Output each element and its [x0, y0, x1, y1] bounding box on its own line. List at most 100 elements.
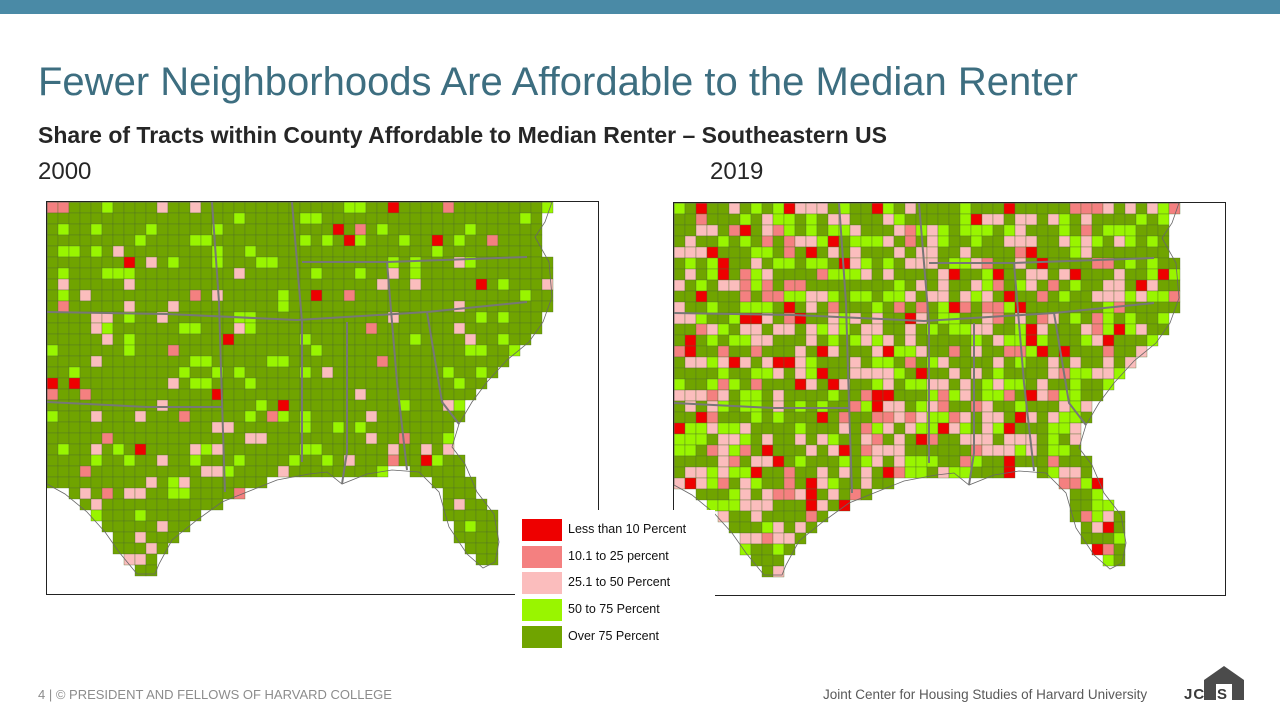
county-cell [717, 203, 730, 215]
county-cell [772, 433, 785, 446]
county-cell [1124, 334, 1137, 347]
county-cell [761, 521, 774, 534]
county-cell [431, 289, 444, 302]
county-cell [365, 410, 378, 423]
county-cell [674, 466, 686, 479]
county-cell [277, 388, 290, 401]
county-cell [200, 344, 213, 357]
county-cell [354, 432, 367, 445]
county-cell [486, 223, 499, 236]
county-cell [365, 421, 378, 434]
county-cell [1036, 422, 1049, 435]
county-cell [1146, 224, 1159, 237]
county-cell [167, 355, 180, 368]
county-cell [706, 411, 719, 424]
county-cell [750, 466, 763, 479]
county-cell [1102, 510, 1115, 523]
county-cell [233, 476, 246, 489]
county-cell [1047, 257, 1060, 270]
county-cell [47, 344, 59, 357]
county-cell [233, 212, 246, 225]
county-cell [893, 279, 906, 292]
county-cell [695, 224, 708, 237]
county-cell [783, 389, 796, 402]
county-cell [233, 278, 246, 291]
state-border [47, 301, 528, 322]
county-cell [674, 378, 686, 391]
county-cell [211, 322, 224, 335]
county-cell [101, 377, 114, 390]
state-border [968, 323, 975, 486]
county-cell [354, 212, 367, 225]
county-cell [794, 400, 807, 413]
county-cell [849, 367, 862, 380]
county-choropleth-2019 [674, 203, 1181, 578]
county-cell [189, 344, 202, 357]
county-cell [277, 399, 290, 412]
county-cell [398, 322, 411, 335]
county-cell [68, 355, 81, 368]
county-cell [365, 388, 378, 401]
county-cell [1157, 257, 1170, 270]
county-cell [882, 389, 895, 402]
county-cell [57, 311, 70, 324]
county-cell [695, 279, 708, 292]
county-cell [255, 388, 268, 401]
county-cell [90, 377, 103, 390]
county-cell [750, 301, 763, 314]
county-cell [244, 388, 257, 401]
county-cell [992, 444, 1005, 457]
county-cell [1069, 422, 1082, 435]
county-cell [68, 223, 81, 236]
county-cell [255, 322, 268, 335]
county-cell [1003, 345, 1016, 358]
county-cell [266, 465, 279, 478]
county-cell [827, 246, 840, 259]
county-cell [1080, 246, 1093, 259]
county-cell [266, 245, 279, 258]
county-cell [398, 278, 411, 291]
county-cell [1003, 422, 1016, 435]
county-cell [816, 312, 829, 325]
county-cell [79, 322, 92, 335]
county-cell [1157, 213, 1170, 226]
county-cell [948, 345, 961, 358]
county-cell [156, 388, 169, 401]
county-cell [222, 245, 235, 258]
county-cell [79, 234, 92, 247]
county-cell [706, 455, 719, 468]
county-cell [860, 323, 873, 336]
county-cell [244, 476, 257, 489]
county-cell [959, 345, 972, 358]
county-cell [112, 256, 125, 269]
county-cell [409, 366, 422, 379]
county-cell [959, 378, 972, 391]
county-cell [684, 466, 697, 479]
county-cell [937, 323, 950, 336]
county-cell [464, 333, 477, 346]
county-cell [772, 466, 785, 479]
county-cell [761, 246, 774, 259]
county-cell [849, 400, 862, 413]
county-cell [112, 421, 125, 434]
county-cell [376, 399, 389, 412]
county-cell [970, 378, 983, 391]
county-cell [1113, 532, 1126, 545]
county-cell [1080, 356, 1093, 369]
county-cell [1091, 367, 1104, 380]
county-cell [805, 444, 818, 457]
county-cell [1003, 246, 1016, 259]
county-cell [937, 224, 950, 237]
county-cell [167, 531, 180, 544]
county-cell [1036, 301, 1049, 314]
county-cell [453, 267, 466, 280]
county-cell [959, 455, 972, 468]
county-cell [904, 203, 917, 215]
county-cell [695, 235, 708, 248]
county-cell [156, 476, 169, 489]
county-cell [486, 322, 499, 335]
county-cell [266, 322, 279, 335]
county-cell [750, 488, 763, 501]
county-cell [90, 476, 103, 489]
county-cell [871, 257, 884, 270]
